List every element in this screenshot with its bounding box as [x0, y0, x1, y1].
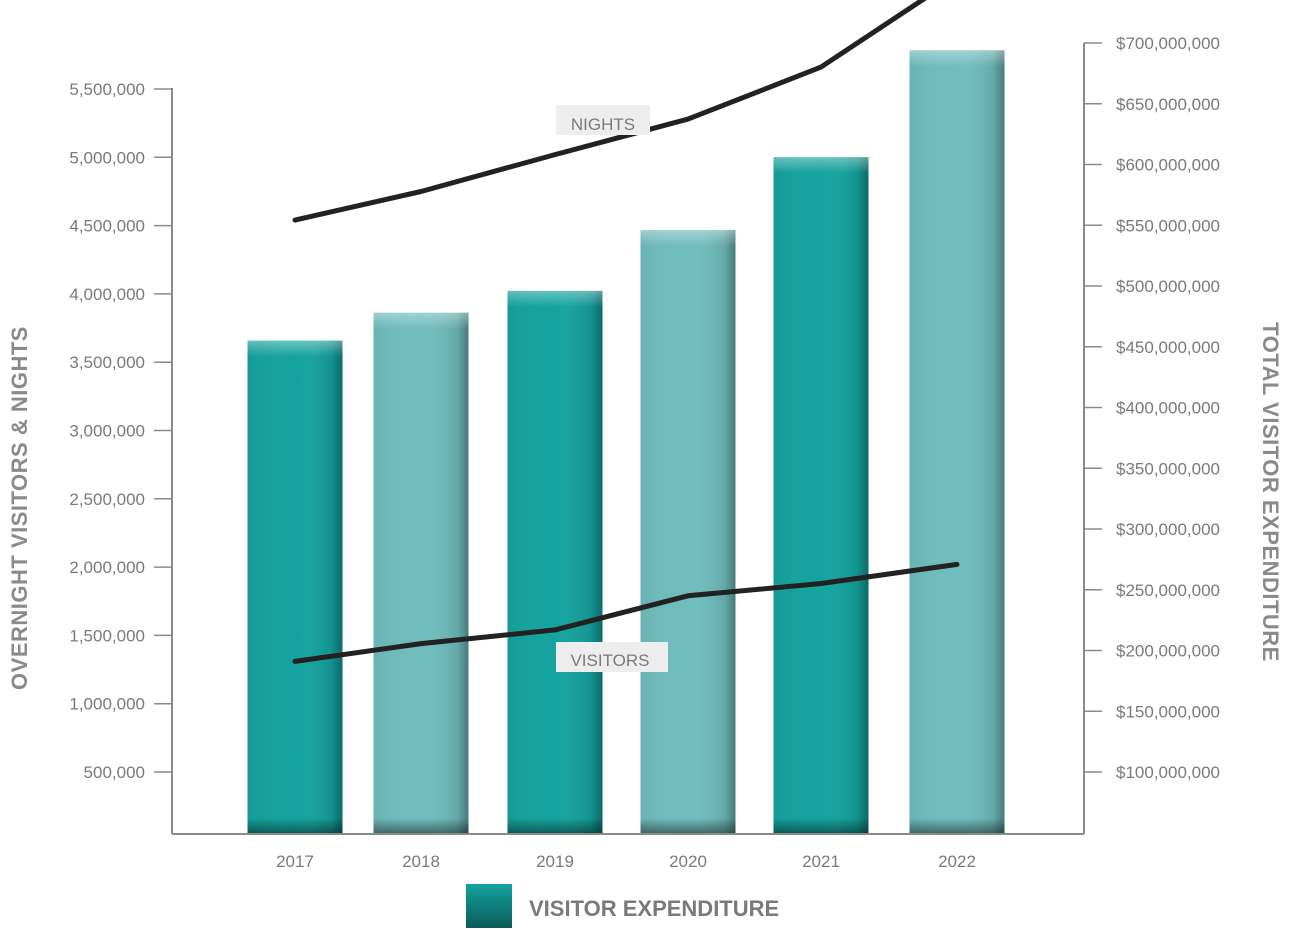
left-axis-ticks: 500,000 1,000,000 1,500,000 2,000,000 2,500,… — [69, 80, 172, 782]
bar-2019 — [507, 290, 603, 834]
right-tick-label: $450,000,000 — [1116, 338, 1220, 357]
line-visitors — [292, 561, 960, 664]
bar-side-shade — [773, 157, 869, 834]
x-tick-label: 2018 — [402, 852, 440, 871]
right-tick-label: $650,000,000 — [1116, 95, 1220, 114]
bar-top-highlight — [640, 230, 736, 247]
axes: 500,000 1,000,000 1,500,000 2,000,000 2,500,… — [69, 34, 1220, 871]
left-axis-title: OVERNIGHT VISITORS & NIGHTS — [7, 326, 32, 690]
series-label-nights-box — [556, 105, 650, 135]
left-tick-label: 1,000,000 — [69, 695, 145, 714]
right-tick-label: $400,000,000 — [1116, 399, 1220, 418]
x-tick-label: 2017 — [276, 852, 314, 871]
right-tick-label: $500,000,000 — [1116, 277, 1220, 296]
bar-side-shade — [640, 230, 736, 835]
right-axis-title: TOTAL VISITOR EXPENDITURE — [1258, 322, 1283, 662]
bar-bottom-shadow — [640, 818, 736, 834]
bar-bottom-shadow — [507, 818, 603, 834]
series-label-nights-text: NIGHTS — [571, 115, 635, 134]
bar-top-highlight — [507, 290, 603, 307]
x-tick-label: 2022 — [938, 852, 976, 871]
legend-swatch-shade — [466, 884, 512, 928]
series-label-visitors: VISITORS — [556, 642, 668, 672]
series-label-visitors-text: VISITORS — [570, 651, 649, 670]
left-tick-label: 4,000,000 — [69, 285, 145, 304]
left-tick-label: 1,500,000 — [69, 626, 145, 645]
left-tick-label: 500,000 — [84, 763, 145, 782]
legend: VISITOR EXPENDITURE — [466, 884, 779, 928]
right-tick-label: $600,000,000 — [1116, 156, 1220, 175]
lines — [292, 0, 960, 664]
x-axis-ticks: 2017 2018 2019 2020 2021 2022 — [276, 852, 976, 871]
right-tick-label: $550,000,000 — [1116, 216, 1220, 235]
bar-bottom-shadow — [373, 818, 469, 834]
bars — [247, 50, 1005, 835]
series-label-nights: NIGHTS — [556, 105, 650, 135]
right-tick-label: $150,000,000 — [1116, 702, 1220, 721]
bar-top-highlight — [247, 340, 343, 357]
left-tick-label: 2,500,000 — [69, 490, 145, 509]
bar-bottom-shadow — [909, 818, 1005, 834]
x-tick-label: 2021 — [802, 852, 840, 871]
bar-top-highlight — [909, 50, 1005, 67]
bar-2020 — [640, 230, 736, 835]
series-label-visitors-box — [556, 642, 668, 672]
right-tick-label: $100,000,000 — [1116, 763, 1220, 782]
left-tick-label: 4,500,000 — [69, 217, 145, 236]
bar-side-shade — [247, 340, 343, 834]
bar-side-shade — [507, 290, 603, 834]
left-tick-label: 3,000,000 — [69, 422, 145, 441]
right-tick-label: $200,000,000 — [1116, 642, 1220, 661]
line-nights — [292, 0, 927, 223]
right-tick-label: $700,000,000 — [1116, 34, 1220, 53]
bar-2018 — [373, 312, 469, 835]
bar-2022 — [909, 50, 1005, 835]
x-tick-label: 2019 — [536, 852, 574, 871]
bar-bottom-shadow — [773, 818, 869, 834]
x-tick-label: 2020 — [669, 852, 707, 871]
right-axis-ticks: $100,000,000 $150,000,000 $200,000,000 $250… — [1084, 34, 1220, 782]
left-tick-label: 5,000,000 — [69, 148, 145, 167]
bar-side-shade — [909, 50, 1005, 835]
left-tick-label: 2,000,000 — [69, 558, 145, 577]
right-tick-label: $250,000,000 — [1116, 581, 1220, 600]
bar-2021 — [773, 157, 869, 834]
bar-bottom-shadow — [247, 818, 343, 834]
legend-label: VISITOR EXPENDITURE — [529, 896, 779, 921]
right-tick-label: $300,000,000 — [1116, 520, 1220, 539]
left-tick-label: 5,500,000 — [69, 80, 145, 99]
right-tick-label: $350,000,000 — [1116, 459, 1220, 478]
bar-side-shade — [373, 312, 469, 835]
left-tick-label: 3,500,000 — [69, 353, 145, 372]
bar-top-highlight — [773, 157, 869, 174]
bar-2017 — [247, 340, 343, 834]
bar-top-highlight — [373, 312, 469, 329]
